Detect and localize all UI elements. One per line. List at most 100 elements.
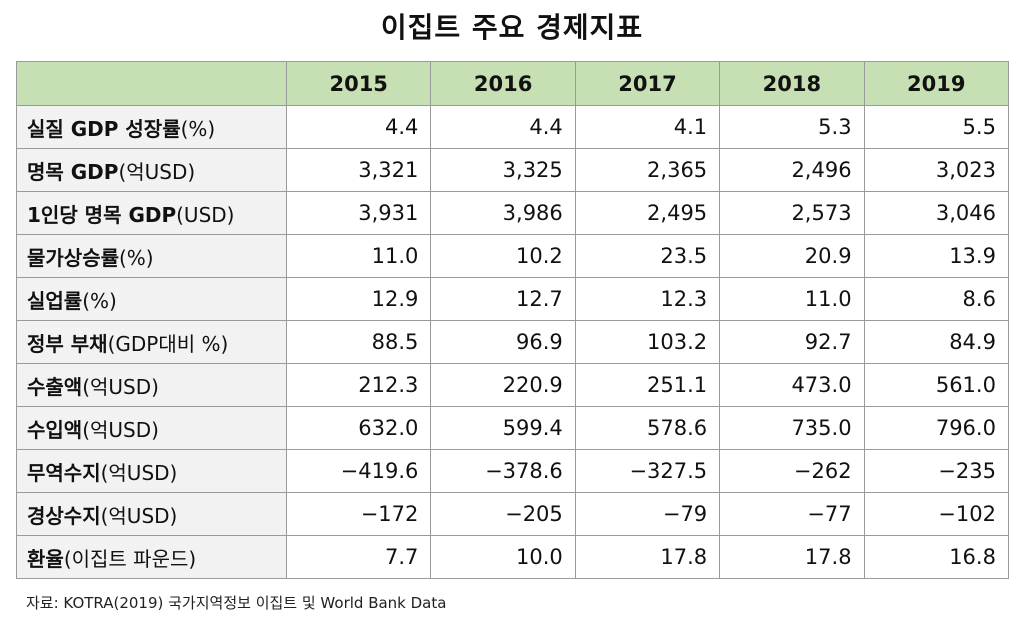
value-cell: 88.5 <box>285 320 432 364</box>
value-cell: −77 <box>719 492 865 536</box>
row-label-unit: (GDP대비 %) <box>107 331 229 356</box>
row-label-main: 수입액 <box>27 417 83 442</box>
value-cell: 3,046 <box>863 191 1009 235</box>
value-cell: 3,931 <box>285 191 432 235</box>
value-cell: −262 <box>719 449 865 493</box>
row-label-main: 실업률 <box>27 288 83 313</box>
table-row: 실업률(%) 12.9 12.7 12.3 11.0 8.6 <box>16 277 1009 321</box>
table-row: 명목 GDP(억USD) 3,321 3,325 2,365 2,496 3,023 <box>16 148 1009 192</box>
value-cell: 4.4 <box>285 105 432 149</box>
year-header: 2016 <box>430 61 576 106</box>
row-label-main: 1인당 명목 GDP <box>27 202 177 227</box>
table-row: 물가상승률(%) 11.0 10.2 23.5 20.9 13.9 <box>16 234 1009 278</box>
value-cell: 11.0 <box>719 277 865 321</box>
value-cell: −79 <box>574 492 721 536</box>
row-label-main: 물가상승률 <box>27 245 119 270</box>
value-cell: 3,321 <box>285 148 432 192</box>
table-row: 수입액(억USD) 632.0 599.4 578.6 735.0 796.0 <box>16 406 1009 450</box>
value-cell: 17.8 <box>719 535 865 579</box>
row-label-unit: (억USD) <box>82 417 159 442</box>
value-cell: 16.8 <box>863 535 1009 579</box>
row-label: 수입액(억USD) <box>16 406 287 450</box>
row-label-main: 실질 GDP 성장률 <box>27 116 181 141</box>
row-label: 경상수지(억USD) <box>16 492 287 536</box>
value-cell: −205 <box>430 492 576 536</box>
value-cell: 20.9 <box>719 234 865 278</box>
row-label-unit: (이집트 파운드) <box>63 546 197 571</box>
value-cell: 11.0 <box>285 234 432 278</box>
value-cell: 2,365 <box>574 148 721 192</box>
value-cell: 84.9 <box>863 320 1009 364</box>
value-cell: 12.7 <box>430 277 576 321</box>
table-row: 환율(이집트 파운드) 7.7 10.0 17.8 17.8 16.8 <box>16 535 1009 579</box>
value-cell: 5.3 <box>719 105 865 149</box>
row-label-unit: (억USD) <box>100 460 178 485</box>
table-row: 1인당 명목 GDP(USD) 3,931 3,986 2,495 2,573 3,046 <box>16 191 1009 235</box>
row-label: 환율(이집트 파운드) <box>16 535 287 579</box>
table-row: 경상수지(억USD) −172 −205 −79 −77 −102 <box>16 492 1009 536</box>
table-row: 실질 GDP 성장률(%) 4.4 4.4 4.1 5.3 5.5 <box>16 105 1009 149</box>
value-cell: 7.7 <box>285 535 432 579</box>
row-label-unit: (%) <box>82 288 117 313</box>
value-cell: 103.2 <box>574 320 721 364</box>
value-cell: 10.0 <box>430 535 576 579</box>
value-cell: −172 <box>285 492 432 536</box>
row-label-main: 명목 GDP <box>27 159 119 184</box>
header-row: 2015 2016 2017 2018 2019 <box>16 61 1009 106</box>
value-cell: 8.6 <box>863 277 1009 321</box>
row-label: 물가상승률(%) <box>16 234 287 278</box>
value-cell: 2,495 <box>574 191 721 235</box>
value-cell: 599.4 <box>430 406 576 450</box>
indicator-table: 2015 2016 2017 2018 2019 실질 GDP 성장률(%) 4.… <box>16 61 1009 579</box>
value-cell: 735.0 <box>719 406 865 450</box>
value-cell: −102 <box>863 492 1009 536</box>
value-cell: 578.6 <box>574 406 721 450</box>
value-cell: 23.5 <box>574 234 721 278</box>
value-cell: 13.9 <box>863 234 1009 278</box>
row-label-unit: (USD) <box>176 202 235 227</box>
value-cell: 4.1 <box>574 105 721 149</box>
row-label-unit: (억USD) <box>118 159 196 184</box>
row-label-unit: (%) <box>180 116 216 141</box>
table-row: 정부 부채(GDP대비 %) 88.5 96.9 103.2 92.7 84.9 <box>16 320 1009 364</box>
table-body: 실질 GDP 성장률(%) 4.4 4.4 4.1 5.3 5.5 명목 GDP(억USD)… <box>16 105 1009 579</box>
row-label-main: 무역수지 <box>27 460 101 485</box>
year-header: 2017 <box>574 61 721 106</box>
table-row: 수출액(억USD) 212.3 220.9 251.1 473.0 561.0 <box>16 363 1009 407</box>
value-cell: 96.9 <box>430 320 576 364</box>
value-cell: 2,496 <box>719 148 865 192</box>
value-cell: 12.9 <box>285 277 432 321</box>
value-cell: 5.5 <box>863 105 1009 149</box>
value-cell: 251.1 <box>574 363 721 407</box>
value-cell: 2,573 <box>719 191 865 235</box>
source-note: 자료: KOTRA(2019) 국가지역정보 이집트 및 World Bank … <box>26 594 447 612</box>
value-cell: −378.6 <box>430 449 576 493</box>
value-cell: −235 <box>863 449 1009 493</box>
year-header: 2015 <box>285 61 432 106</box>
value-cell: 4.4 <box>430 105 576 149</box>
row-label: 명목 GDP(억USD) <box>16 148 287 192</box>
row-label: 실업률(%) <box>16 277 287 321</box>
row-label-main: 경상수지 <box>27 503 101 528</box>
header-corner-cell <box>16 61 287 106</box>
value-cell: 796.0 <box>863 406 1009 450</box>
value-cell: −419.6 <box>285 449 432 493</box>
value-cell: 212.3 <box>285 363 432 407</box>
value-cell: 632.0 <box>285 406 432 450</box>
year-header: 2019 <box>863 61 1009 106</box>
page-title: 이집트 주요 경제지표 <box>380 11 644 44</box>
row-label: 정부 부채(GDP대비 %) <box>16 320 287 364</box>
value-cell: −327.5 <box>574 449 721 493</box>
row-label: 수출액(억USD) <box>16 363 287 407</box>
row-label: 1인당 명목 GDP(USD) <box>16 191 287 235</box>
value-cell: 561.0 <box>863 363 1009 407</box>
value-cell: 3,325 <box>430 148 576 192</box>
year-header: 2018 <box>719 61 865 106</box>
row-label-main: 정부 부채 <box>27 331 108 356</box>
row-label: 무역수지(억USD) <box>16 449 287 493</box>
row-label-unit: (억USD) <box>100 503 178 528</box>
row-label: 실질 GDP 성장률(%) <box>16 105 287 149</box>
value-cell: 473.0 <box>719 363 865 407</box>
row-label-unit: (억USD) <box>82 374 159 399</box>
value-cell: 220.9 <box>430 363 576 407</box>
